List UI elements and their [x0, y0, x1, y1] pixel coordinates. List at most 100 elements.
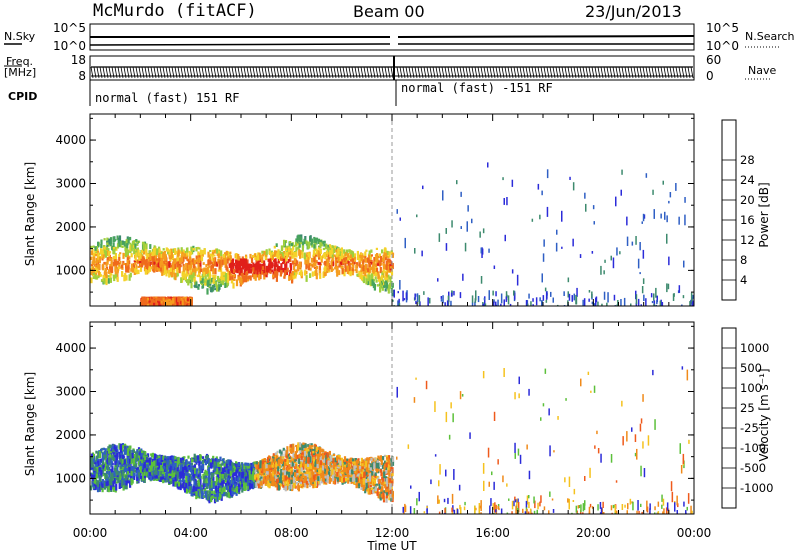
range-cell — [177, 300, 181, 305]
range-cell — [323, 270, 326, 277]
range-cell — [616, 304, 618, 306]
range-cell — [619, 251, 621, 255]
range-cell — [233, 274, 236, 277]
range-cell — [186, 305, 189, 306]
range-cell — [217, 253, 220, 259]
range-cell — [235, 279, 239, 287]
range-cell — [656, 300, 658, 305]
range-cell — [114, 253, 117, 259]
range-cell — [128, 260, 131, 264]
range-cell — [592, 205, 595, 210]
range-cell — [206, 280, 210, 287]
range-cell — [308, 241, 311, 249]
nsky-label: N.Sky — [4, 30, 36, 43]
range-cell — [327, 248, 330, 251]
range-cell — [168, 302, 171, 306]
range-cell — [328, 269, 331, 273]
range-cell — [414, 248, 416, 254]
range-cell — [129, 449, 132, 457]
range-cell — [224, 276, 227, 282]
range-cell — [145, 252, 148, 256]
range-cell — [105, 261, 108, 267]
range-cell — [305, 271, 308, 275]
range-cell — [216, 458, 219, 464]
range-cell — [177, 297, 180, 302]
range-cell — [165, 269, 168, 277]
range-cell — [387, 274, 390, 278]
range-cell — [228, 271, 231, 276]
range-cell — [181, 274, 184, 279]
range-cell — [666, 215, 668, 223]
range-cell — [181, 251, 184, 256]
range-cell — [133, 473, 136, 477]
range-cell — [238, 267, 241, 274]
range-cell — [391, 263, 394, 270]
range-cell — [105, 271, 108, 278]
range-cell — [158, 297, 161, 302]
range-cell — [115, 247, 118, 251]
range-cell — [291, 250, 294, 254]
range-cell — [370, 266, 373, 271]
range-cell — [315, 254, 318, 257]
range-cell — [241, 256, 244, 260]
range-cell — [296, 243, 299, 246]
range-cell — [272, 275, 275, 278]
range-cell — [389, 276, 392, 283]
range-cell — [190, 276, 193, 283]
range-cell — [198, 247, 201, 250]
range-cell — [118, 266, 121, 270]
range-cell — [197, 286, 200, 290]
range-cell — [174, 273, 177, 281]
range-cell — [561, 210, 563, 222]
range-cell — [286, 245, 289, 249]
range-cell — [125, 275, 128, 281]
range-cell — [280, 245, 283, 252]
range-cell — [484, 303, 487, 306]
range-cell — [200, 255, 204, 262]
range-cell — [338, 262, 341, 265]
range-cell — [471, 302, 474, 306]
range-cell — [384, 275, 387, 280]
range-cell — [474, 298, 477, 303]
range-cell — [342, 257, 345, 261]
range-cell — [155, 302, 158, 306]
range-cell — [113, 258, 116, 264]
range-cell — [123, 241, 126, 247]
range-cell — [257, 269, 260, 273]
range-cell — [141, 304, 144, 306]
range-cell — [141, 305, 145, 306]
range-cell — [190, 306, 192, 311]
nave-tick-bottom: 0 — [706, 69, 714, 83]
range-cell — [220, 277, 223, 285]
range-cell — [216, 285, 219, 292]
range-cell — [145, 462, 148, 465]
range-cell — [151, 302, 154, 306]
range-cell — [643, 214, 646, 219]
range-cell — [378, 253, 382, 258]
range-cell — [610, 255, 612, 261]
range-cell — [112, 242, 115, 250]
range-cell — [339, 261, 342, 265]
range-cell — [201, 254, 204, 257]
y-tick-label: 2000 — [55, 220, 86, 234]
range-cell — [278, 255, 281, 261]
range-cell — [180, 305, 183, 306]
range-cell — [211, 251, 215, 255]
range-cell — [481, 248, 484, 255]
range-cell — [620, 189, 622, 196]
y-tick-label: 1000 — [55, 263, 86, 277]
range-cell — [208, 279, 211, 285]
range-cell — [212, 274, 215, 281]
range-cell — [639, 272, 641, 275]
range-cell — [90, 256, 93, 261]
range-cell — [390, 266, 393, 269]
range-cell — [170, 464, 173, 468]
range-cell — [385, 280, 388, 288]
range-cell — [199, 260, 202, 267]
range-cell — [542, 253, 545, 262]
range-cell — [161, 255, 164, 261]
range-cell — [480, 247, 482, 254]
range-cell — [168, 249, 171, 256]
range-cell — [252, 267, 255, 273]
range-cell — [109, 237, 113, 244]
